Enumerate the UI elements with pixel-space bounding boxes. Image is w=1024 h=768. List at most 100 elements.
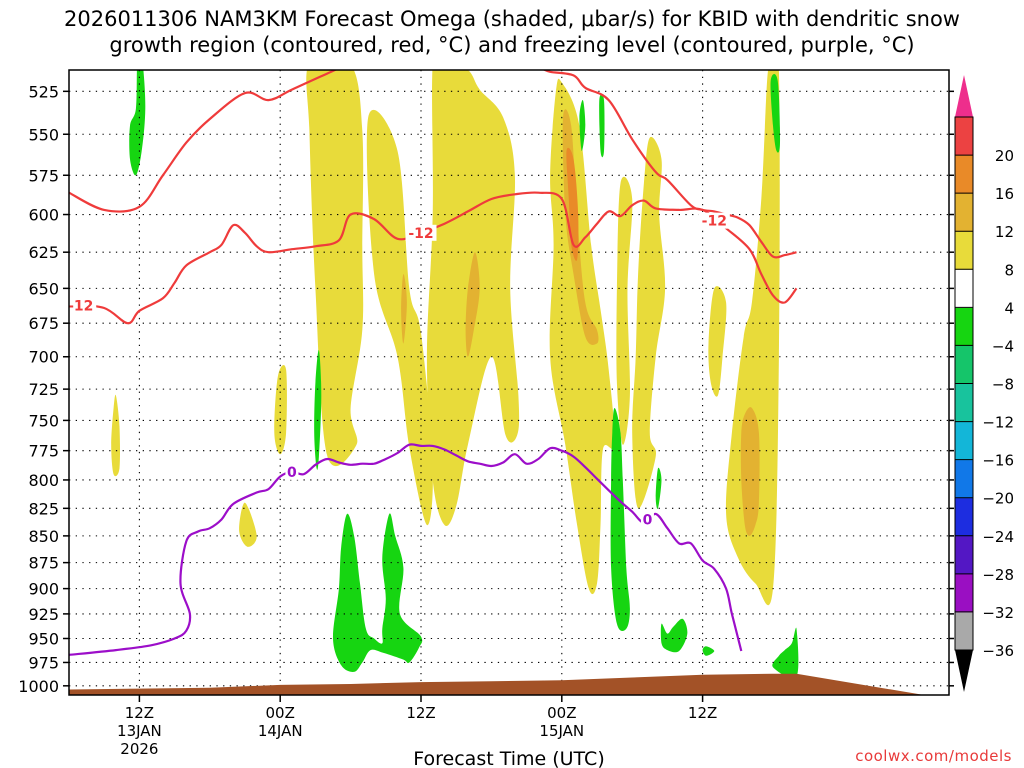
y-tick-label-625: 625 bbox=[28, 243, 59, 262]
omega-region-22 bbox=[655, 467, 662, 509]
colorbar-label-8: 8 bbox=[1004, 261, 1014, 279]
colorbar-label-12: 12 bbox=[995, 223, 1014, 241]
colorbar-band-7 bbox=[955, 345, 973, 384]
colorbar-band-12 bbox=[955, 155, 973, 194]
colorbar-label--28: −28 bbox=[982, 566, 1014, 584]
omega-region-11 bbox=[465, 252, 480, 357]
omega-region-20 bbox=[599, 93, 605, 158]
omega-region-12 bbox=[401, 274, 407, 344]
colorbar-band-10 bbox=[955, 231, 973, 270]
colorbar-upper-arrow bbox=[955, 75, 973, 117]
y-tick-label-900: 900 bbox=[28, 580, 59, 599]
chart-title-line1: 2026011306 NAM3KM Forecast Omega (shaded… bbox=[64, 7, 960, 31]
plot-area: -12 -12 -12 0 0 bbox=[68, 70, 949, 695]
colorbar-label--12: −12 bbox=[982, 414, 1014, 432]
contour-label-2-0: 0 bbox=[287, 465, 297, 481]
y-tick-label-675: 675 bbox=[28, 314, 59, 333]
omega-region-0 bbox=[306, 70, 364, 466]
x-tick-label-42-1: 15JAN bbox=[539, 722, 584, 740]
y-tick-label-775: 775 bbox=[28, 442, 59, 461]
colorbar-label-16: 16 bbox=[995, 185, 1014, 203]
colorbar-label--16: −16 bbox=[982, 452, 1014, 470]
omega-region-1 bbox=[366, 109, 433, 526]
y-tick-label-825: 825 bbox=[28, 499, 59, 518]
y-tick-label-575: 575 bbox=[28, 166, 59, 185]
omega-region-19 bbox=[579, 99, 586, 151]
colorbar-label--24: −24 bbox=[982, 528, 1014, 546]
y-tick-label-975: 975 bbox=[28, 653, 59, 672]
colorbar-band-5 bbox=[955, 421, 973, 461]
x-tick-label-6-1: 13JAN bbox=[117, 722, 162, 740]
contour-label-bg-2-1 bbox=[640, 511, 654, 528]
y-tick-label-950: 950 bbox=[28, 629, 59, 648]
x-axis-label: Forecast Time (UTC) bbox=[413, 748, 604, 768]
x-tick-label-18-0: 00Z bbox=[266, 704, 295, 722]
x-tick-label-54-0: 12Z bbox=[688, 704, 717, 722]
colorbar-label--32: −32 bbox=[982, 604, 1014, 622]
omega-region-21 bbox=[610, 408, 630, 632]
omega-region-8 bbox=[111, 394, 121, 477]
omega-shading bbox=[111, 70, 799, 679]
colorbar-band-3 bbox=[955, 497, 973, 537]
omega-region-24 bbox=[702, 646, 715, 656]
colorbar-band-13 bbox=[955, 117, 973, 156]
y-tick-label-800: 800 bbox=[28, 471, 59, 490]
colorbar: −36 −32 −28 −24 −20 −16 −12 −8 −4 4 8 12 16 20 bbox=[954, 75, 1014, 692]
omega-region-15 bbox=[566, 147, 579, 261]
contour-line-0 bbox=[69, 70, 797, 259]
omega-region-7 bbox=[725, 70, 780, 606]
contour-label-bg-2-0 bbox=[285, 463, 299, 480]
colorbar-band-11 bbox=[955, 193, 973, 232]
x-tick-label-42-0: 00Z bbox=[547, 704, 576, 722]
y-tick-label-875: 875 bbox=[28, 554, 59, 573]
omega-region-26 bbox=[772, 627, 799, 679]
omega-region-4 bbox=[616, 176, 633, 445]
y-tick-label-750: 750 bbox=[28, 411, 59, 430]
colorbar-label--36: −36 bbox=[982, 642, 1014, 660]
colorbar-band-1 bbox=[955, 573, 973, 613]
omega-region-9 bbox=[274, 364, 287, 455]
colorbar-band-4 bbox=[955, 459, 973, 499]
y-tick-label-725: 725 bbox=[28, 380, 59, 399]
omega-region-5 bbox=[632, 136, 666, 509]
contour-label-bg-0-1 bbox=[698, 212, 730, 229]
x-tick-label-18-1: 14JAN bbox=[258, 722, 303, 740]
colorbar-band-9 bbox=[955, 269, 973, 308]
omega-region-17 bbox=[314, 349, 322, 470]
omega-region-6 bbox=[708, 286, 727, 397]
contour-label-0-1: -12 bbox=[702, 214, 727, 230]
y-tick-label-650: 650 bbox=[28, 279, 59, 298]
contour-line-1 bbox=[69, 191, 798, 325]
contour-labels: -12 -12 -12 0 0 bbox=[68, 212, 730, 528]
colorbar-band-8 bbox=[955, 307, 973, 346]
colorbar-label--8: −8 bbox=[992, 376, 1014, 394]
colorbar-label-20: 20 bbox=[995, 147, 1014, 165]
contour-label-0-0: -12 bbox=[408, 226, 433, 242]
y-tick-label-850: 850 bbox=[28, 527, 59, 546]
terrain-area bbox=[69, 673, 925, 695]
omega-region-18 bbox=[332, 513, 423, 672]
omega-region-14 bbox=[740, 407, 760, 536]
y-tick-label-550: 550 bbox=[28, 125, 59, 144]
y-tick-label-600: 600 bbox=[28, 206, 59, 225]
colorbar-label--4: −4 bbox=[992, 337, 1014, 355]
contour-label-bg-0-0 bbox=[405, 224, 437, 241]
y-tick-label-1000: 1000 bbox=[18, 677, 59, 696]
colorbar-lower-arrow bbox=[955, 650, 973, 692]
omega-region-25 bbox=[770, 73, 781, 153]
y-tick-label-700: 700 bbox=[28, 348, 59, 367]
omega-region-23 bbox=[660, 618, 688, 653]
chart-title-line2: growth region (contoured, red, °C) and f… bbox=[109, 33, 914, 57]
colorbar-band-2 bbox=[955, 535, 973, 575]
x-tick-label-6-0: 12Z bbox=[125, 704, 154, 722]
x-tick-label-30-0: 12Z bbox=[406, 704, 435, 722]
colorbar-label--20: −20 bbox=[982, 490, 1014, 508]
y-axis: 525 550 575 600 625 650 675 700 725 750 775 800 825 8… bbox=[18, 82, 954, 696]
x-tick-label-6-2: 2026 bbox=[120, 740, 158, 758]
contour-label-bg-1-0 bbox=[69, 297, 97, 314]
contour-label-1-0: -12 bbox=[68, 298, 93, 314]
colorbar-label-4: 4 bbox=[1004, 299, 1014, 317]
colorbar-band-6 bbox=[955, 383, 973, 423]
